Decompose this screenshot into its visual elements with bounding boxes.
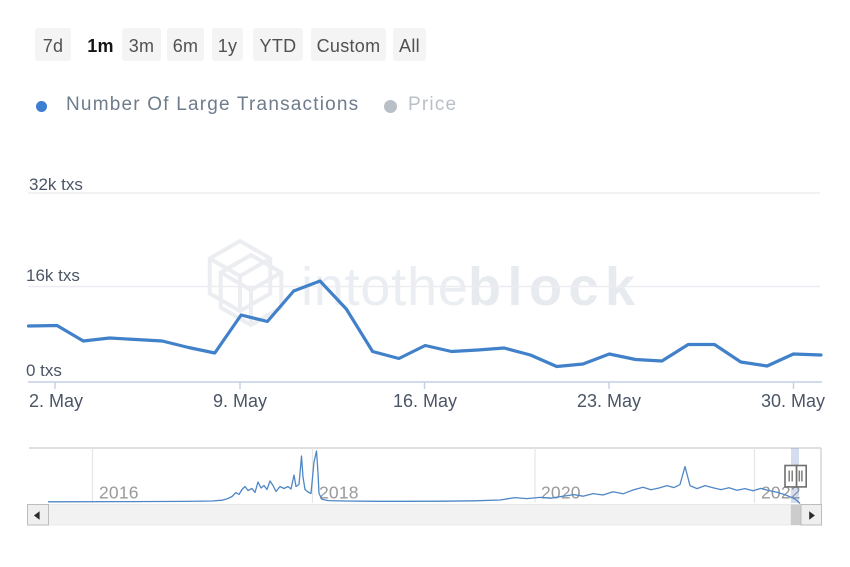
svg-text:9. May: 9. May bbox=[213, 391, 267, 411]
svg-text:2. May: 2. May bbox=[29, 391, 83, 411]
svg-text:23. May: 23. May bbox=[577, 391, 641, 411]
svg-text:2020: 2020 bbox=[541, 483, 581, 503]
svg-text:32k txs: 32k txs bbox=[29, 175, 83, 194]
svg-text:2016: 2016 bbox=[99, 483, 139, 503]
svg-text:16k txs: 16k txs bbox=[26, 266, 80, 285]
svg-text:2018: 2018 bbox=[319, 483, 359, 503]
svg-text:0 txs: 0 txs bbox=[26, 361, 62, 380]
svg-text:16. May: 16. May bbox=[393, 391, 457, 411]
svg-text:30. May: 30. May bbox=[761, 391, 825, 411]
